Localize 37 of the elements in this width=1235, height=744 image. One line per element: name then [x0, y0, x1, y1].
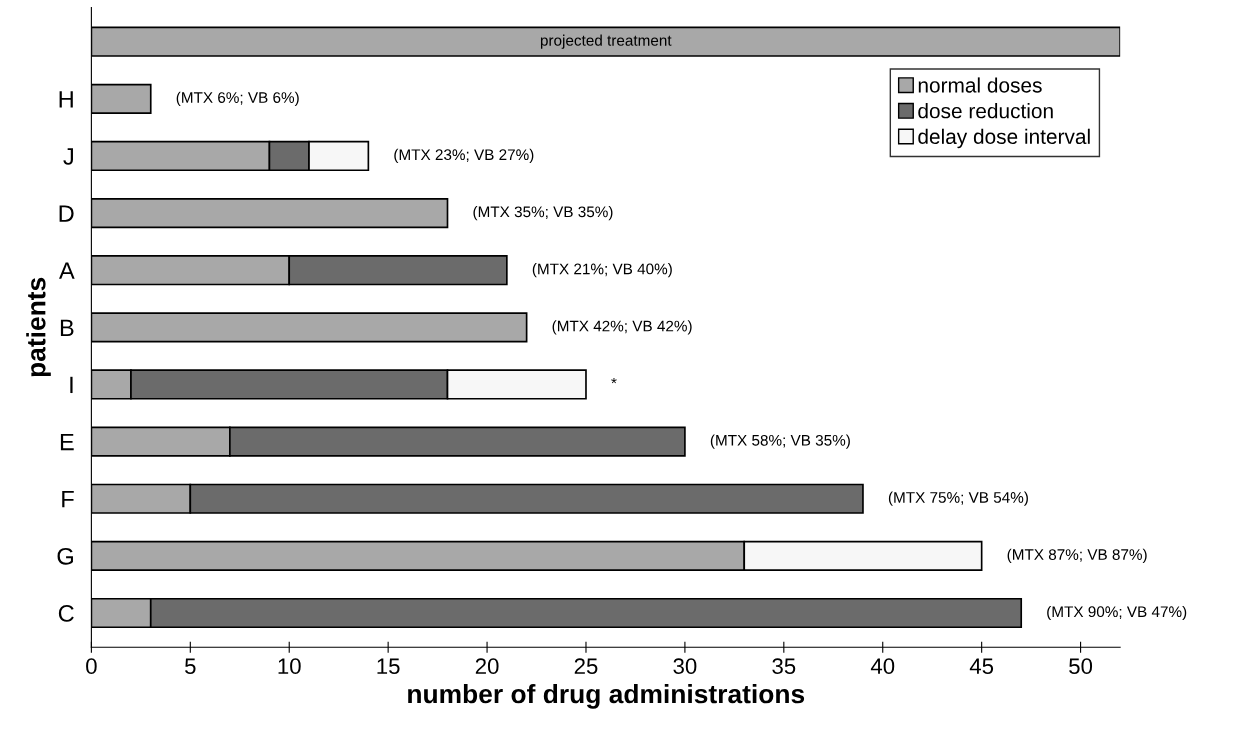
x-tick-label: 10: [278, 658, 301, 675]
x-tick-label: 40: [870, 658, 895, 675]
annotation: (MTX 58%; VB 35%): [710, 434, 850, 449]
y-tick-label: C: [58, 605, 74, 622]
annotation: (MTX 75%; VB 54%): [888, 491, 1028, 506]
y-tick-label: A: [59, 262, 75, 279]
annotation: (MTX 6%; VB 6%): [176, 91, 299, 106]
y-tick-label: E: [60, 433, 74, 451]
x-tick-label: 25: [574, 658, 598, 675]
x-tick-label: 0: [86, 658, 97, 675]
annotation: (MTX 23%; VB 27%): [394, 148, 534, 164]
annotation: *: [611, 377, 617, 384]
annotation: (MTX 42%; VB 42%): [552, 320, 692, 335]
y-tick-label: B: [60, 319, 74, 336]
y-tick-label: D: [59, 205, 74, 222]
y-tick-label: F: [62, 491, 74, 508]
y-tick-label: J: [63, 148, 73, 165]
x-tick-label: 45: [969, 658, 994, 675]
x-axis-title: number of drug administrations: [408, 683, 805, 709]
y-axis-title: patients: [26, 277, 51, 377]
annotation: (MTX 35%; VB 35%): [473, 205, 613, 221]
x-tick-label: 5: [185, 658, 196, 675]
annotation: (MTX 21%; VB 40%): [532, 263, 672, 278]
x-tick-label: 30: [673, 658, 697, 675]
legend-label: normal doses: [918, 77, 1042, 93]
y-tick-label: G: [57, 547, 73, 565]
y-tick-label: I: [70, 376, 73, 394]
annotation: (MTX 90%; VB 47%): [1047, 605, 1187, 621]
legend-label: dose reduction: [918, 103, 1053, 119]
annotation: (MTX 87%; VB 87%): [1007, 548, 1147, 563]
y-tick-label: H: [59, 91, 73, 108]
x-tick-label: 50: [1069, 658, 1093, 675]
x-tick-label: 20: [475, 658, 499, 675]
data-label: projected treatment: [540, 34, 672, 49]
legend-label: delay dose interval: [918, 128, 1090, 149]
x-tick-label: 35: [772, 658, 796, 675]
x-tick-label: 15: [377, 658, 400, 675]
